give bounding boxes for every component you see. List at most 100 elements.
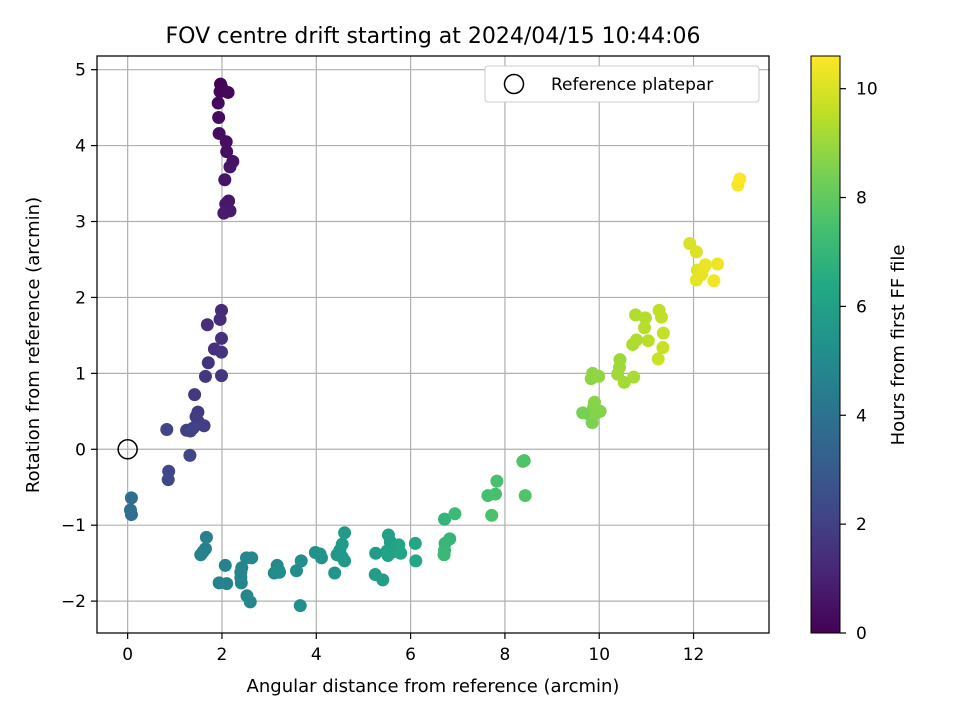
data-point xyxy=(161,473,175,487)
colorbar-tick-label: 0 xyxy=(856,624,867,644)
x-tick-label: 8 xyxy=(500,645,511,665)
legend-box xyxy=(484,65,760,103)
data-point xyxy=(369,546,383,560)
y-tick-label: 0 xyxy=(75,440,86,460)
data-point xyxy=(160,423,174,437)
data-point xyxy=(243,595,257,609)
data-point xyxy=(408,536,422,550)
data-point xyxy=(223,160,237,174)
chart-title: FOV centre drift starting at 2024/04/15 … xyxy=(166,24,701,49)
data-point xyxy=(629,333,643,347)
data-point xyxy=(638,311,652,325)
y-tick-label: 3 xyxy=(75,213,86,233)
data-point xyxy=(656,341,670,355)
plot-frame xyxy=(96,55,770,634)
x-tick-label: 0 xyxy=(122,645,133,665)
data-point xyxy=(293,599,307,613)
data-point xyxy=(638,321,652,335)
data-point xyxy=(194,548,208,562)
data-point xyxy=(245,551,259,565)
data-point xyxy=(448,507,462,521)
data-point xyxy=(197,419,211,433)
data-point xyxy=(124,491,138,505)
data-point xyxy=(518,489,532,503)
data-point xyxy=(627,370,641,384)
data-point xyxy=(335,537,349,551)
y-tick-label: 2 xyxy=(75,288,86,308)
data-point xyxy=(217,206,231,220)
data-point xyxy=(641,334,655,348)
data-point xyxy=(516,454,530,468)
data-point xyxy=(221,85,235,99)
data-point xyxy=(485,508,499,522)
data-point xyxy=(218,558,232,572)
data-point xyxy=(629,308,643,322)
grid-lines xyxy=(97,56,769,633)
data-point xyxy=(273,565,287,579)
data-point xyxy=(711,257,725,271)
data-point xyxy=(213,312,227,326)
data-point xyxy=(588,395,602,409)
y-tick-label: 5 xyxy=(75,61,86,81)
data-point xyxy=(490,474,504,488)
data-point xyxy=(198,369,212,383)
x-tick-label: 12 xyxy=(683,645,705,665)
data-point xyxy=(124,508,138,522)
data-point xyxy=(654,310,668,324)
y-tick-label: −2 xyxy=(61,592,86,612)
data-point xyxy=(488,487,502,501)
colorbar-fill xyxy=(810,55,841,634)
data-point xyxy=(289,564,303,578)
data-point xyxy=(183,448,197,462)
data-point xyxy=(214,345,228,359)
data-point xyxy=(199,530,213,544)
reference-point-marker xyxy=(117,439,138,460)
colorbar-tick-label: 2 xyxy=(856,515,867,535)
data-point xyxy=(314,551,328,565)
y-tick-label: 1 xyxy=(75,364,86,384)
data-point xyxy=(592,369,606,383)
colorbar-tick-label: 8 xyxy=(856,189,867,209)
data-point xyxy=(617,375,631,389)
data-point xyxy=(214,331,228,345)
colorbar-label: Hours from first FF file xyxy=(888,245,909,446)
data-point xyxy=(219,135,233,149)
data-point xyxy=(211,96,225,110)
data-point xyxy=(220,577,234,591)
data-point xyxy=(707,274,721,288)
data-point xyxy=(338,554,352,568)
data-point xyxy=(220,145,234,159)
colorbar-tick-label: 10 xyxy=(856,80,878,100)
x-axis-label: Angular distance from reference (arcmin) xyxy=(247,676,620,697)
colorbar: 0 2 4 6 8 10 Hours from first FF file xyxy=(810,55,909,644)
data-point xyxy=(695,268,709,282)
y-axis-label: Rotation from reference (arcmin) xyxy=(23,197,44,493)
x-tick-label: 10 xyxy=(588,645,610,665)
data-point xyxy=(186,421,200,435)
data-point xyxy=(188,388,202,402)
colorbar-tick-label: 4 xyxy=(856,406,867,426)
legend-marker-icon xyxy=(503,73,525,95)
y-tick-label: −1 xyxy=(61,516,86,536)
x-tick-label: 6 xyxy=(405,645,416,665)
x-axis-ticks: 0 2 4 6 8 10 12 xyxy=(122,633,704,665)
data-point xyxy=(733,172,747,186)
data-point xyxy=(294,554,308,568)
data-point xyxy=(656,326,670,340)
data-point xyxy=(376,573,390,587)
legend-entry-reference: Reference platepar xyxy=(551,75,713,95)
data-point xyxy=(328,566,342,580)
data-point xyxy=(698,258,712,272)
data-point xyxy=(212,110,226,124)
colorbar-tick-label: 6 xyxy=(856,297,867,317)
data-points xyxy=(123,77,747,613)
data-point xyxy=(218,173,232,187)
data-point xyxy=(409,554,423,568)
data-point xyxy=(438,512,452,526)
legend: Reference platepar xyxy=(484,65,760,103)
data-point xyxy=(689,245,703,259)
data-point xyxy=(338,526,352,540)
y-tick-label: 4 xyxy=(75,137,86,157)
data-point xyxy=(651,352,665,366)
